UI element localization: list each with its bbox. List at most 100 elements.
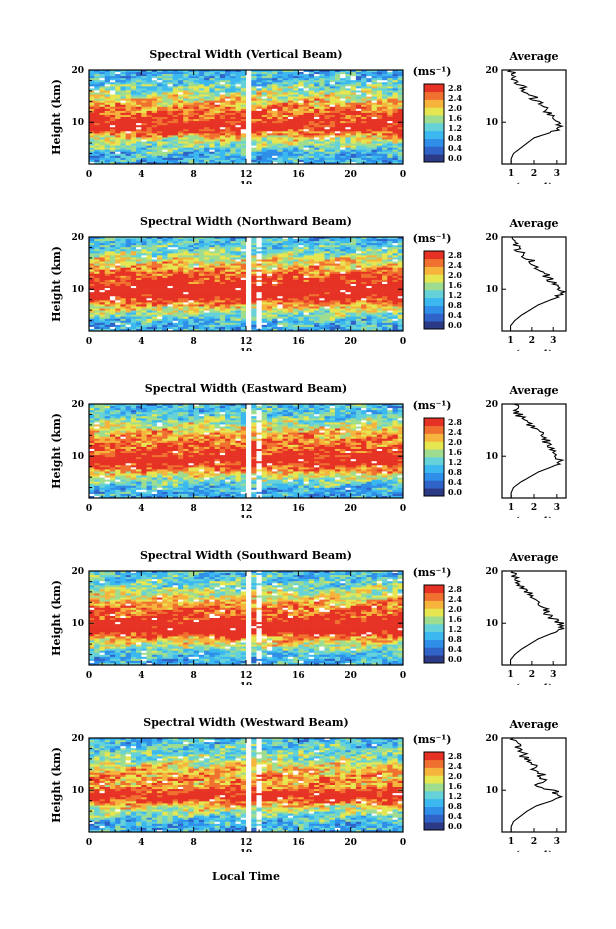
avg-x-tick-label: 1 (508, 169, 514, 179)
heatmap-cell (240, 306, 247, 309)
heatmap-cell (141, 277, 147, 281)
heatmap-cell (204, 78, 210, 81)
heatmap-cell (334, 147, 341, 150)
heatmap-cell (125, 269, 132, 273)
heatmap-cell (329, 94, 336, 97)
heatmap-cell (350, 119, 357, 122)
heatmap-cell (177, 298, 184, 301)
heatmap-cell (157, 74, 163, 77)
heatmap-cell (157, 245, 163, 248)
heatmap-cell (319, 72, 325, 75)
heatmap-cell (151, 155, 158, 159)
heatmap-cell (256, 245, 262, 248)
heatmap-cell (109, 106, 116, 110)
heatmap-cell (355, 145, 362, 148)
heatmap-cell (277, 92, 283, 95)
heatmap-cell (214, 245, 221, 248)
heatmap-cell (188, 96, 194, 99)
heatmap-cell (282, 96, 289, 99)
heatmap-cell (214, 304, 221, 307)
heatmap-cell (361, 100, 367, 103)
heatmap-cell (177, 304, 184, 307)
heatmap-cell (146, 237, 153, 240)
heatmap-cell (130, 241, 137, 244)
heatmap-cell (334, 253, 341, 256)
heatmap-cell (167, 100, 174, 103)
heatmap-cell (397, 82, 404, 85)
heatmap-cell (340, 139, 346, 142)
heatmap-cell (282, 129, 289, 132)
heatmap-cell (293, 102, 299, 106)
heatmap-cell (355, 92, 362, 95)
heatmap-cell (183, 267, 189, 270)
heatmap-cell (314, 147, 320, 150)
heatmap-cell (146, 114, 153, 118)
heatmap-cell (266, 277, 273, 281)
heatmap-cell (146, 153, 153, 157)
heatmap-cell (188, 306, 194, 309)
heatmap-cell (104, 121, 111, 124)
heatmap-cell (125, 277, 132, 281)
average-profile-line (506, 69, 565, 164)
heatmap-cell (350, 141, 357, 144)
heatmap-cell (261, 241, 268, 244)
heatmap-cell (151, 106, 158, 110)
heatmap-cell (109, 273, 116, 277)
heatmap-cell (141, 114, 147, 118)
heatmap-cell (204, 304, 210, 307)
heatmap-cell (303, 74, 310, 77)
heatmap-cell (204, 292, 210, 295)
heatmap-cell (130, 133, 137, 136)
heatmap-cell (382, 239, 388, 242)
heatmap-cell (240, 129, 247, 132)
heatmap-cell (298, 306, 304, 309)
heatmap-cell (303, 284, 310, 287)
heatmap-cell (115, 243, 121, 246)
heatmap-cell (334, 106, 341, 110)
heatmap-cell (293, 147, 299, 150)
heatmap-cell (235, 259, 242, 262)
heatmap-cell (183, 96, 189, 99)
heatmap-cell (157, 308, 163, 311)
heatmap-cell (355, 78, 362, 81)
heatmap-cell (293, 90, 299, 93)
heatmap-cell (125, 94, 132, 97)
heatmap-cell (89, 296, 95, 299)
heatmap-cell (266, 147, 273, 150)
heatmap-cell (136, 251, 142, 254)
heatmap-cell (240, 131, 247, 134)
heatmap-cell (308, 90, 315, 93)
heatmap-cell (89, 119, 95, 122)
heatmap-cell (303, 255, 310, 258)
heatmap-cell (183, 155, 189, 159)
heatmap-cell (319, 269, 325, 273)
x-tick-label: 0 (86, 170, 92, 180)
heatmap-cell (240, 247, 247, 250)
heatmap-cell (115, 135, 121, 138)
heatmap-cell (177, 243, 184, 246)
heatmap-cell (293, 259, 299, 262)
heatmap-cell (157, 143, 163, 146)
heatmap-cell (104, 108, 111, 112)
heatmap-cell (214, 300, 221, 303)
heatmap-cell (256, 292, 262, 295)
heatmap-cell (251, 82, 257, 85)
heatmap-cell (298, 139, 304, 142)
heatmap-cell (120, 76, 126, 79)
heatmap-cell (146, 135, 153, 138)
heatmap-cell (209, 137, 215, 140)
heatmap-cell (319, 259, 325, 262)
heatmap-cell (308, 78, 315, 81)
heatmap-cell (172, 286, 179, 289)
heatmap-cell (204, 98, 210, 101)
heatmap-cell (230, 137, 236, 140)
heatmap-cell (251, 308, 257, 311)
heatmap-cell (214, 92, 221, 95)
heatmap-cell (89, 143, 95, 146)
heatmap-cell (350, 117, 357, 120)
heatmap-cell (94, 86, 100, 89)
heatmap-cell (162, 129, 168, 132)
heatmap-cell (157, 112, 163, 116)
heatmap-cell (334, 70, 341, 73)
heatmap-cell (376, 139, 383, 142)
